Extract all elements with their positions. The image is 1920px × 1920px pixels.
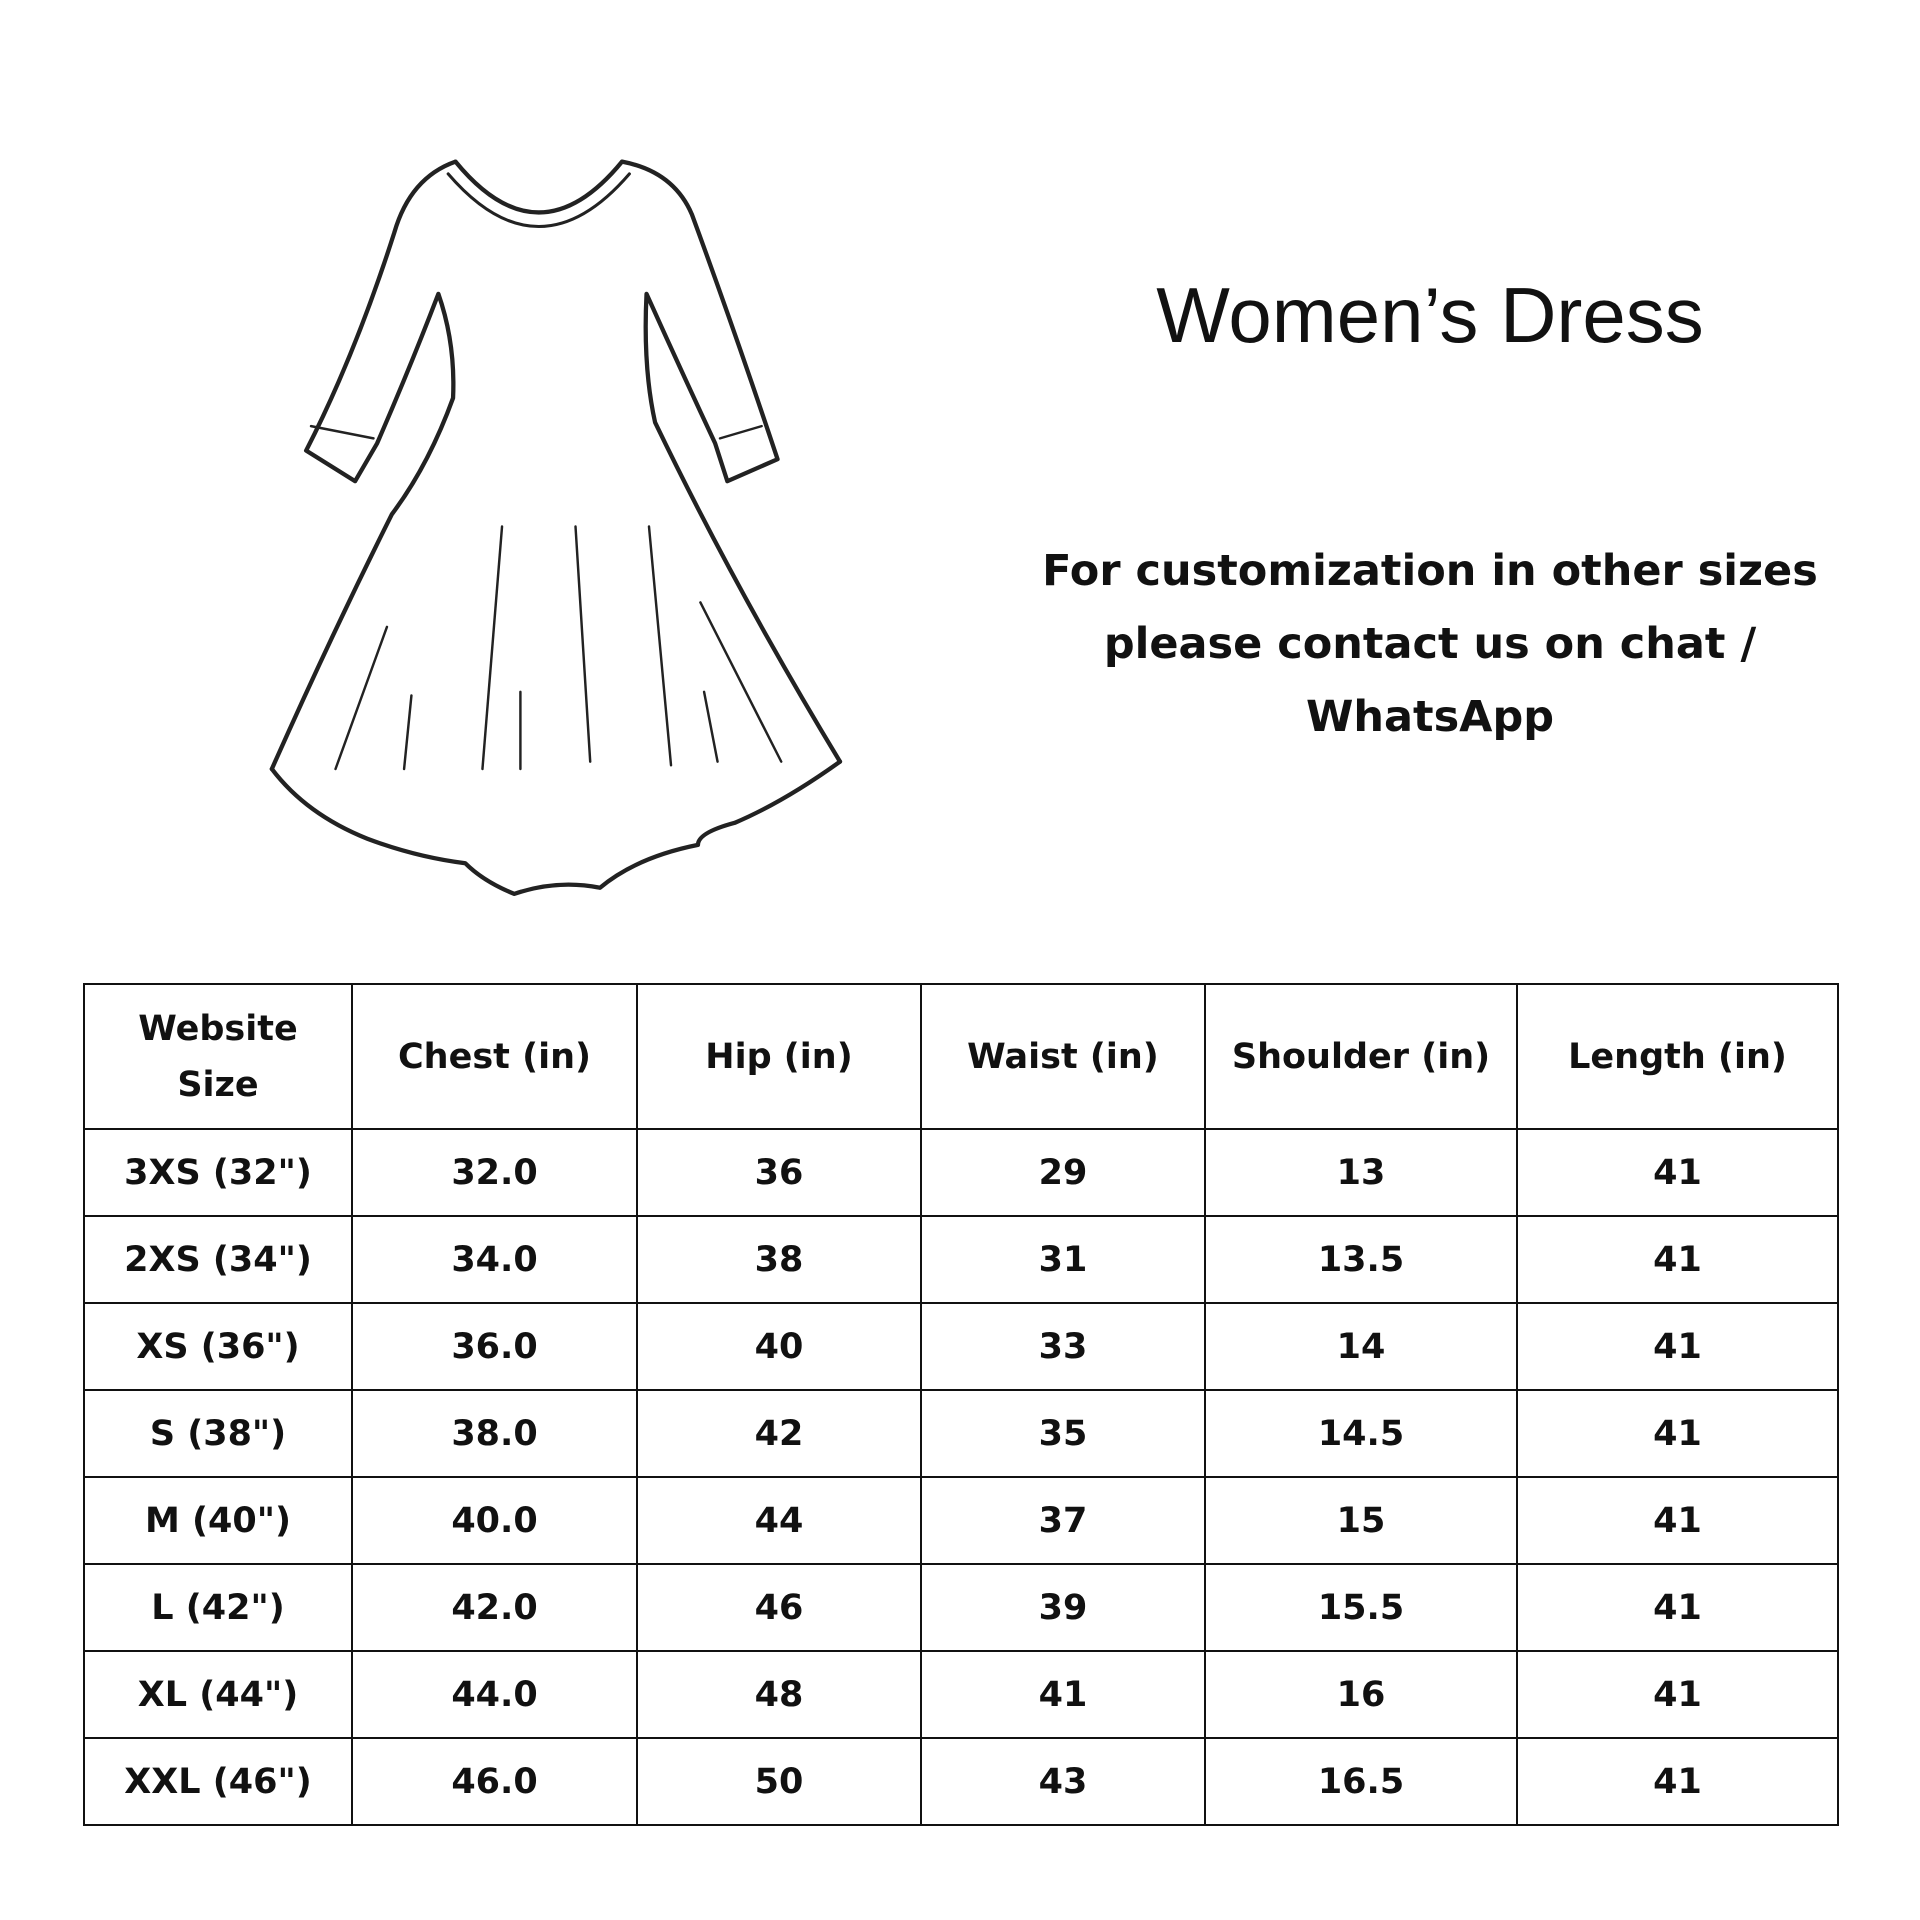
table-header-row: Website Size Chest (in) Hip (in) Waist (… xyxy=(83,983,1839,1130)
cell-shoulder: 15 xyxy=(1204,1476,1518,1565)
cell-size: XS (36") xyxy=(83,1302,353,1391)
cell-size: S (38") xyxy=(83,1389,353,1478)
cell-waist: 39 xyxy=(920,1563,1206,1652)
table-row: L (42") 42.0 46 39 15.5 41 xyxy=(83,1563,1839,1652)
cell-shoulder: 13.5 xyxy=(1204,1215,1518,1304)
cell-shoulder: 14.5 xyxy=(1204,1389,1518,1478)
cell-hip: 44 xyxy=(636,1476,922,1565)
cell-length: 41 xyxy=(1516,1476,1839,1565)
cell-hip: 42 xyxy=(636,1389,922,1478)
cell-waist: 29 xyxy=(920,1128,1206,1217)
cell-chest: 34.0 xyxy=(351,1215,638,1304)
cell-waist: 37 xyxy=(920,1476,1206,1565)
cell-chest: 44.0 xyxy=(351,1650,638,1739)
cell-length: 41 xyxy=(1516,1128,1839,1217)
cell-waist: 41 xyxy=(920,1650,1206,1739)
cell-size: 2XS (34") xyxy=(83,1215,353,1304)
cell-length: 41 xyxy=(1516,1302,1839,1391)
table-row: S (38") 38.0 42 35 14.5 41 xyxy=(83,1389,1839,1478)
cell-size: 3XS (32") xyxy=(83,1128,353,1217)
size-chart-table: Website Size Chest (in) Hip (in) Waist (… xyxy=(83,983,1839,1826)
cell-size: XL (44") xyxy=(83,1650,353,1739)
cell-shoulder: 15.5 xyxy=(1204,1563,1518,1652)
cell-hip: 46 xyxy=(636,1563,922,1652)
header-shoulder: Shoulder (in) xyxy=(1204,983,1518,1130)
cell-waist: 43 xyxy=(920,1737,1206,1826)
cell-size: XXL (46") xyxy=(83,1737,353,1826)
cell-shoulder: 16 xyxy=(1204,1650,1518,1739)
header-website-size: Website Size xyxy=(83,983,353,1130)
table-row: 2XS (34") 34.0 38 31 13.5 41 xyxy=(83,1215,1839,1304)
table-row: XL (44") 44.0 48 41 16 41 xyxy=(83,1650,1839,1739)
header-hip: Hip (in) xyxy=(636,983,922,1130)
cell-hip: 40 xyxy=(636,1302,922,1391)
cell-shoulder: 14 xyxy=(1204,1302,1518,1391)
cell-length: 41 xyxy=(1516,1650,1839,1739)
cell-chest: 40.0 xyxy=(351,1476,638,1565)
cell-hip: 36 xyxy=(636,1128,922,1217)
table-row: M (40") 40.0 44 37 15 41 xyxy=(83,1476,1839,1565)
cell-length: 41 xyxy=(1516,1215,1839,1304)
customization-note: For customization in other sizes please … xyxy=(1042,546,1818,742)
cell-hip: 38 xyxy=(636,1215,922,1304)
cell-chest: 46.0 xyxy=(351,1737,638,1826)
cell-waist: 31 xyxy=(920,1215,1206,1304)
table-row: 3XS (32") 32.0 36 29 13 41 xyxy=(83,1128,1839,1217)
cell-hip: 48 xyxy=(636,1650,922,1739)
cell-chest: 42.0 xyxy=(351,1563,638,1652)
page-title: Women’s Dress xyxy=(1156,271,1704,359)
cell-chest: 32.0 xyxy=(351,1128,638,1217)
table-row: XXL (46") 46.0 50 43 16.5 41 xyxy=(83,1737,1839,1826)
cell-length: 41 xyxy=(1516,1563,1839,1652)
cell-hip: 50 xyxy=(636,1737,922,1826)
cell-size: L (42") xyxy=(83,1563,353,1652)
cell-size: M (40") xyxy=(83,1476,353,1565)
cell-chest: 38.0 xyxy=(351,1389,638,1478)
cell-waist: 35 xyxy=(920,1389,1206,1478)
cell-shoulder: 13 xyxy=(1204,1128,1518,1217)
header-length: Length (in) xyxy=(1516,983,1839,1130)
cell-length: 41 xyxy=(1516,1389,1839,1478)
header-waist: Waist (in) xyxy=(920,983,1206,1130)
table-row: XS (36") 36.0 40 33 14 41 xyxy=(83,1302,1839,1391)
cell-length: 41 xyxy=(1516,1737,1839,1826)
header-chest: Chest (in) xyxy=(351,983,638,1130)
cell-shoulder: 16.5 xyxy=(1204,1737,1518,1826)
cell-chest: 36.0 xyxy=(351,1302,638,1391)
cell-waist: 33 xyxy=(920,1302,1206,1391)
